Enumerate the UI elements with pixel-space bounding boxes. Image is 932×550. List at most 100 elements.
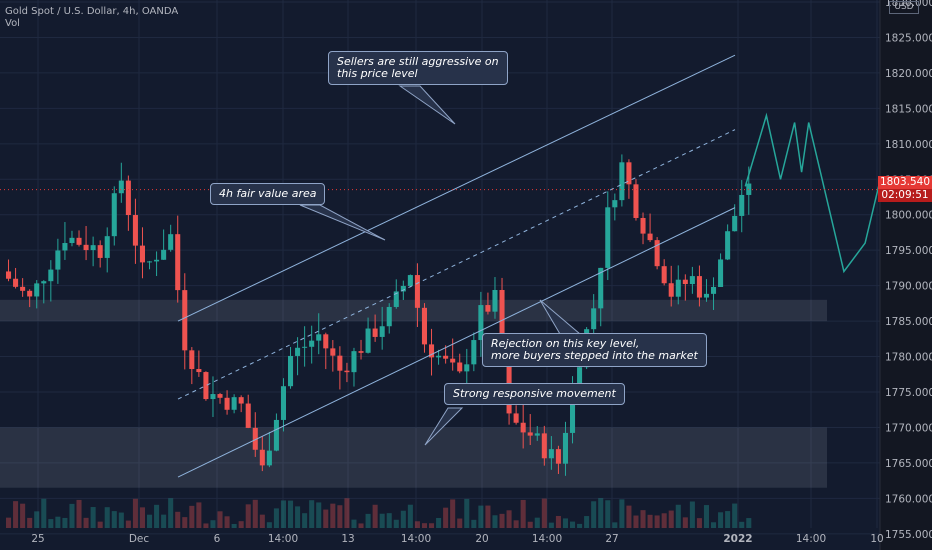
volume-bar <box>654 515 660 528</box>
candle-body <box>161 249 167 260</box>
volume-bar <box>48 519 54 528</box>
volume-bar <box>351 519 357 528</box>
volume-bar <box>266 522 272 528</box>
candle-body <box>6 271 12 279</box>
candle-body <box>259 449 265 466</box>
pointer-fair-value <box>299 204 386 241</box>
candle-body <box>612 200 618 208</box>
volume-bar <box>682 517 688 528</box>
candle-body <box>125 180 131 216</box>
candle-body <box>217 394 223 398</box>
currency-badge[interactable]: USD <box>889 1 919 14</box>
volume-bar <box>83 517 89 528</box>
volume-bar <box>217 511 223 528</box>
volume-bar <box>372 504 378 528</box>
candle-body <box>295 347 301 356</box>
volume-bar <box>323 509 329 528</box>
y-tick-label: 1795.000 <box>885 245 932 257</box>
candle-body <box>541 433 547 459</box>
channel-lower-line <box>177 207 736 478</box>
candle-body <box>182 290 188 351</box>
volume-bar <box>711 522 717 528</box>
volume-bar <box>76 499 82 528</box>
projection-path <box>744 65 909 274</box>
candle-body <box>76 237 82 245</box>
candle-body <box>365 328 371 353</box>
x-tick-label: 2022 <box>723 533 752 545</box>
y-tick-label: 1820.000 <box>885 68 932 80</box>
candle-body <box>13 278 19 287</box>
candle-body <box>718 259 724 287</box>
candle-body <box>471 340 477 365</box>
volume-bar <box>13 501 19 528</box>
volume-bar <box>365 513 371 528</box>
candle-body <box>407 275 413 286</box>
candle-body <box>661 266 667 284</box>
candle-body <box>513 413 519 423</box>
volume-bar <box>548 522 554 528</box>
annotation-responsive[interactable]: Strong responsive movement <box>444 383 625 405</box>
volume-bar <box>661 513 667 528</box>
candle-body <box>696 276 702 298</box>
candle-body <box>703 293 709 298</box>
candle-body <box>436 355 442 358</box>
candle-body <box>633 184 639 218</box>
volume-bar <box>168 498 174 528</box>
volume-bar <box>414 521 420 528</box>
annotation-fair-value[interactable]: 4h fair value area <box>210 183 326 205</box>
volume-bar <box>147 514 153 528</box>
x-tick-label: 27 <box>605 533 618 545</box>
candle-body <box>55 250 61 270</box>
volume-bar <box>429 523 435 528</box>
volume-bar <box>245 504 251 528</box>
candle-body <box>485 305 491 312</box>
volume-bar <box>62 517 68 528</box>
x-tick-label: 10 <box>870 533 883 545</box>
candle-body <box>245 403 251 428</box>
candle-body <box>118 180 124 194</box>
volume-bar <box>718 512 724 528</box>
volume-bar <box>224 516 230 528</box>
volume-bar <box>97 521 103 528</box>
annotation-sellers[interactable]: Sellers are still aggressive on this pri… <box>328 51 508 85</box>
volume-bar <box>20 503 26 528</box>
volume-bar <box>527 521 533 528</box>
y-tick-label: 1760.000 <box>885 493 932 505</box>
candle-body <box>640 217 646 234</box>
volume-bar <box>196 502 202 528</box>
volume-bar <box>344 498 350 528</box>
volume-bar <box>379 513 385 528</box>
candle-body <box>196 369 202 373</box>
candle-body <box>689 276 695 285</box>
candle-body <box>273 419 279 451</box>
volume-bar <box>584 516 590 528</box>
volume-bar <box>6 517 12 528</box>
volume-bar <box>309 500 315 528</box>
volume-bar <box>90 507 96 528</box>
volume-bar <box>337 505 343 528</box>
candle-body <box>598 267 604 309</box>
candle-body <box>34 283 40 297</box>
candle-body <box>429 344 435 358</box>
x-tick-label: 14:00 <box>401 533 431 545</box>
candle-body <box>605 207 611 268</box>
annotation-rejection[interactable]: Rejection on this key level, more buyers… <box>482 333 707 367</box>
x-tick-label: 6 <box>214 533 221 545</box>
volume-bar <box>577 523 583 528</box>
y-tick-label: 1770.000 <box>885 422 932 434</box>
candle-body <box>591 308 597 330</box>
volume-bar <box>640 510 646 528</box>
candle-body <box>647 233 653 241</box>
candle-body <box>492 289 498 312</box>
volume-bar <box>273 508 279 528</box>
symbol-title: Gold Spot / U.S. Dollar, 4h, OANDA <box>5 6 179 17</box>
candle-body <box>457 362 463 372</box>
volume-bar <box>668 510 674 528</box>
volume-bar <box>443 507 449 528</box>
candle-body <box>351 351 357 373</box>
candle-body <box>104 236 110 258</box>
volume-bar <box>189 505 195 528</box>
candle-body <box>654 240 660 267</box>
